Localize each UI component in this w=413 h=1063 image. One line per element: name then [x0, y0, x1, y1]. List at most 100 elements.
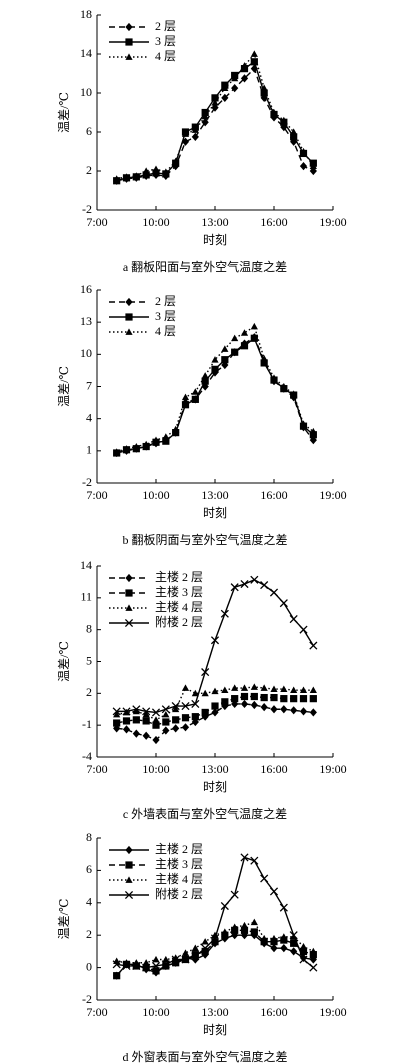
y-tick-label: 10 [80, 85, 92, 99]
marker [201, 112, 209, 120]
marker [260, 84, 268, 92]
marker [152, 721, 160, 729]
marker [250, 50, 258, 57]
marker [142, 710, 150, 718]
legend-label: 主楼 3 层 [155, 856, 203, 871]
marker [280, 944, 288, 953]
marker [250, 334, 258, 342]
y-tick-label: 7 [86, 378, 92, 392]
marker [201, 689, 209, 697]
y-tick-label: 5 [86, 653, 92, 667]
marker [112, 960, 121, 969]
marker [309, 695, 317, 703]
marker [221, 84, 229, 92]
legend-marker [125, 53, 133, 60]
y-tick-label: -2 [82, 992, 92, 1006]
marker [113, 972, 121, 980]
marker [132, 705, 141, 714]
marker [210, 636, 220, 645]
legend-label: 2 层 [155, 294, 176, 308]
y-tick-label: 11 [80, 590, 92, 604]
marker [309, 436, 317, 445]
marker [279, 599, 288, 608]
marker [122, 725, 131, 734]
marker [309, 162, 317, 170]
y-tick-label: 13 [80, 314, 92, 328]
marker [250, 918, 258, 926]
x-axis-label: 时刻 [203, 233, 227, 247]
marker [289, 931, 298, 940]
marker [260, 89, 268, 97]
marker [211, 687, 219, 695]
x-tick-label: 19:00 [319, 762, 346, 776]
legend-marker [124, 890, 134, 900]
marker [240, 684, 249, 691]
marker [231, 334, 239, 342]
marker [162, 955, 170, 963]
marker [181, 684, 190, 691]
legend-marker [125, 876, 133, 883]
marker [152, 955, 160, 963]
marker [240, 579, 249, 589]
marker [250, 58, 258, 66]
marker [172, 705, 180, 713]
x-tick-label: 10:00 [142, 215, 169, 229]
x-axis-label: 时刻 [203, 1023, 227, 1037]
marker [220, 901, 229, 911]
marker [122, 445, 131, 452]
marker [309, 963, 318, 972]
marker [171, 955, 180, 964]
legend-label: 3 层 [155, 34, 176, 48]
marker [172, 724, 180, 733]
marker [142, 171, 150, 179]
marker [191, 132, 199, 141]
marker [191, 951, 199, 959]
y-tick-label: 2 [86, 685, 92, 699]
marker [142, 959, 150, 966]
marker [132, 729, 140, 738]
legend-label: 4 层 [155, 49, 176, 63]
marker [270, 108, 278, 116]
marker [250, 692, 258, 701]
marker [240, 921, 249, 929]
legend-label: 附楼 2 层 [155, 886, 203, 901]
marker [113, 175, 121, 182]
marker [250, 683, 258, 690]
marker [260, 693, 268, 702]
marker [290, 390, 298, 397]
marker [309, 708, 317, 717]
marker [270, 685, 278, 692]
marker [309, 427, 317, 435]
marker [270, 374, 278, 381]
marker [152, 716, 160, 723]
marker [113, 710, 121, 718]
legend-marker [124, 618, 134, 628]
marker [151, 708, 161, 717]
caption: d 外窗表面与室外空气温度之差 [122, 1049, 287, 1063]
marker [122, 961, 131, 971]
marker [280, 933, 288, 940]
marker [152, 165, 160, 172]
legend-marker [125, 297, 133, 307]
marker [162, 437, 170, 445]
x-tick-label: 7:00 [86, 488, 107, 502]
y-tick-label: -2 [82, 475, 92, 489]
series-line [116, 337, 314, 454]
marker [231, 74, 239, 82]
x-tick-label: 16:00 [260, 762, 287, 776]
y-tick-label: 0 [86, 959, 92, 973]
marker [270, 944, 278, 953]
legend-marker [125, 328, 133, 335]
marker [240, 65, 249, 73]
marker [171, 702, 180, 711]
marker [132, 442, 140, 450]
marker [142, 440, 150, 448]
legend-label: 主楼 2 层 [155, 569, 203, 584]
y-tick-label: 6 [86, 862, 92, 876]
marker [181, 393, 190, 401]
x-tick-label: 19:00 [319, 488, 346, 502]
marker [250, 928, 258, 936]
marker [280, 382, 288, 390]
y-tick-label: -1 [82, 717, 92, 731]
marker [152, 436, 160, 443]
